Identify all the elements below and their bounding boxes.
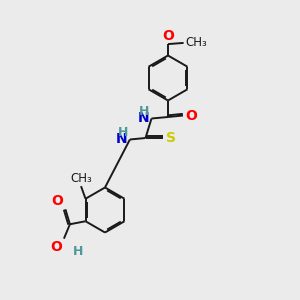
Text: N: N (116, 133, 128, 146)
Text: H: H (73, 245, 83, 258)
Text: H: H (117, 126, 128, 140)
Text: O: O (51, 194, 63, 208)
Text: H: H (139, 105, 149, 119)
Text: O: O (50, 240, 62, 254)
Text: CH₃: CH₃ (70, 172, 92, 184)
Text: O: O (185, 109, 197, 122)
Text: N: N (138, 112, 149, 125)
Text: CH₃: CH₃ (185, 36, 207, 50)
Text: O: O (162, 29, 174, 43)
Text: S: S (166, 131, 176, 145)
